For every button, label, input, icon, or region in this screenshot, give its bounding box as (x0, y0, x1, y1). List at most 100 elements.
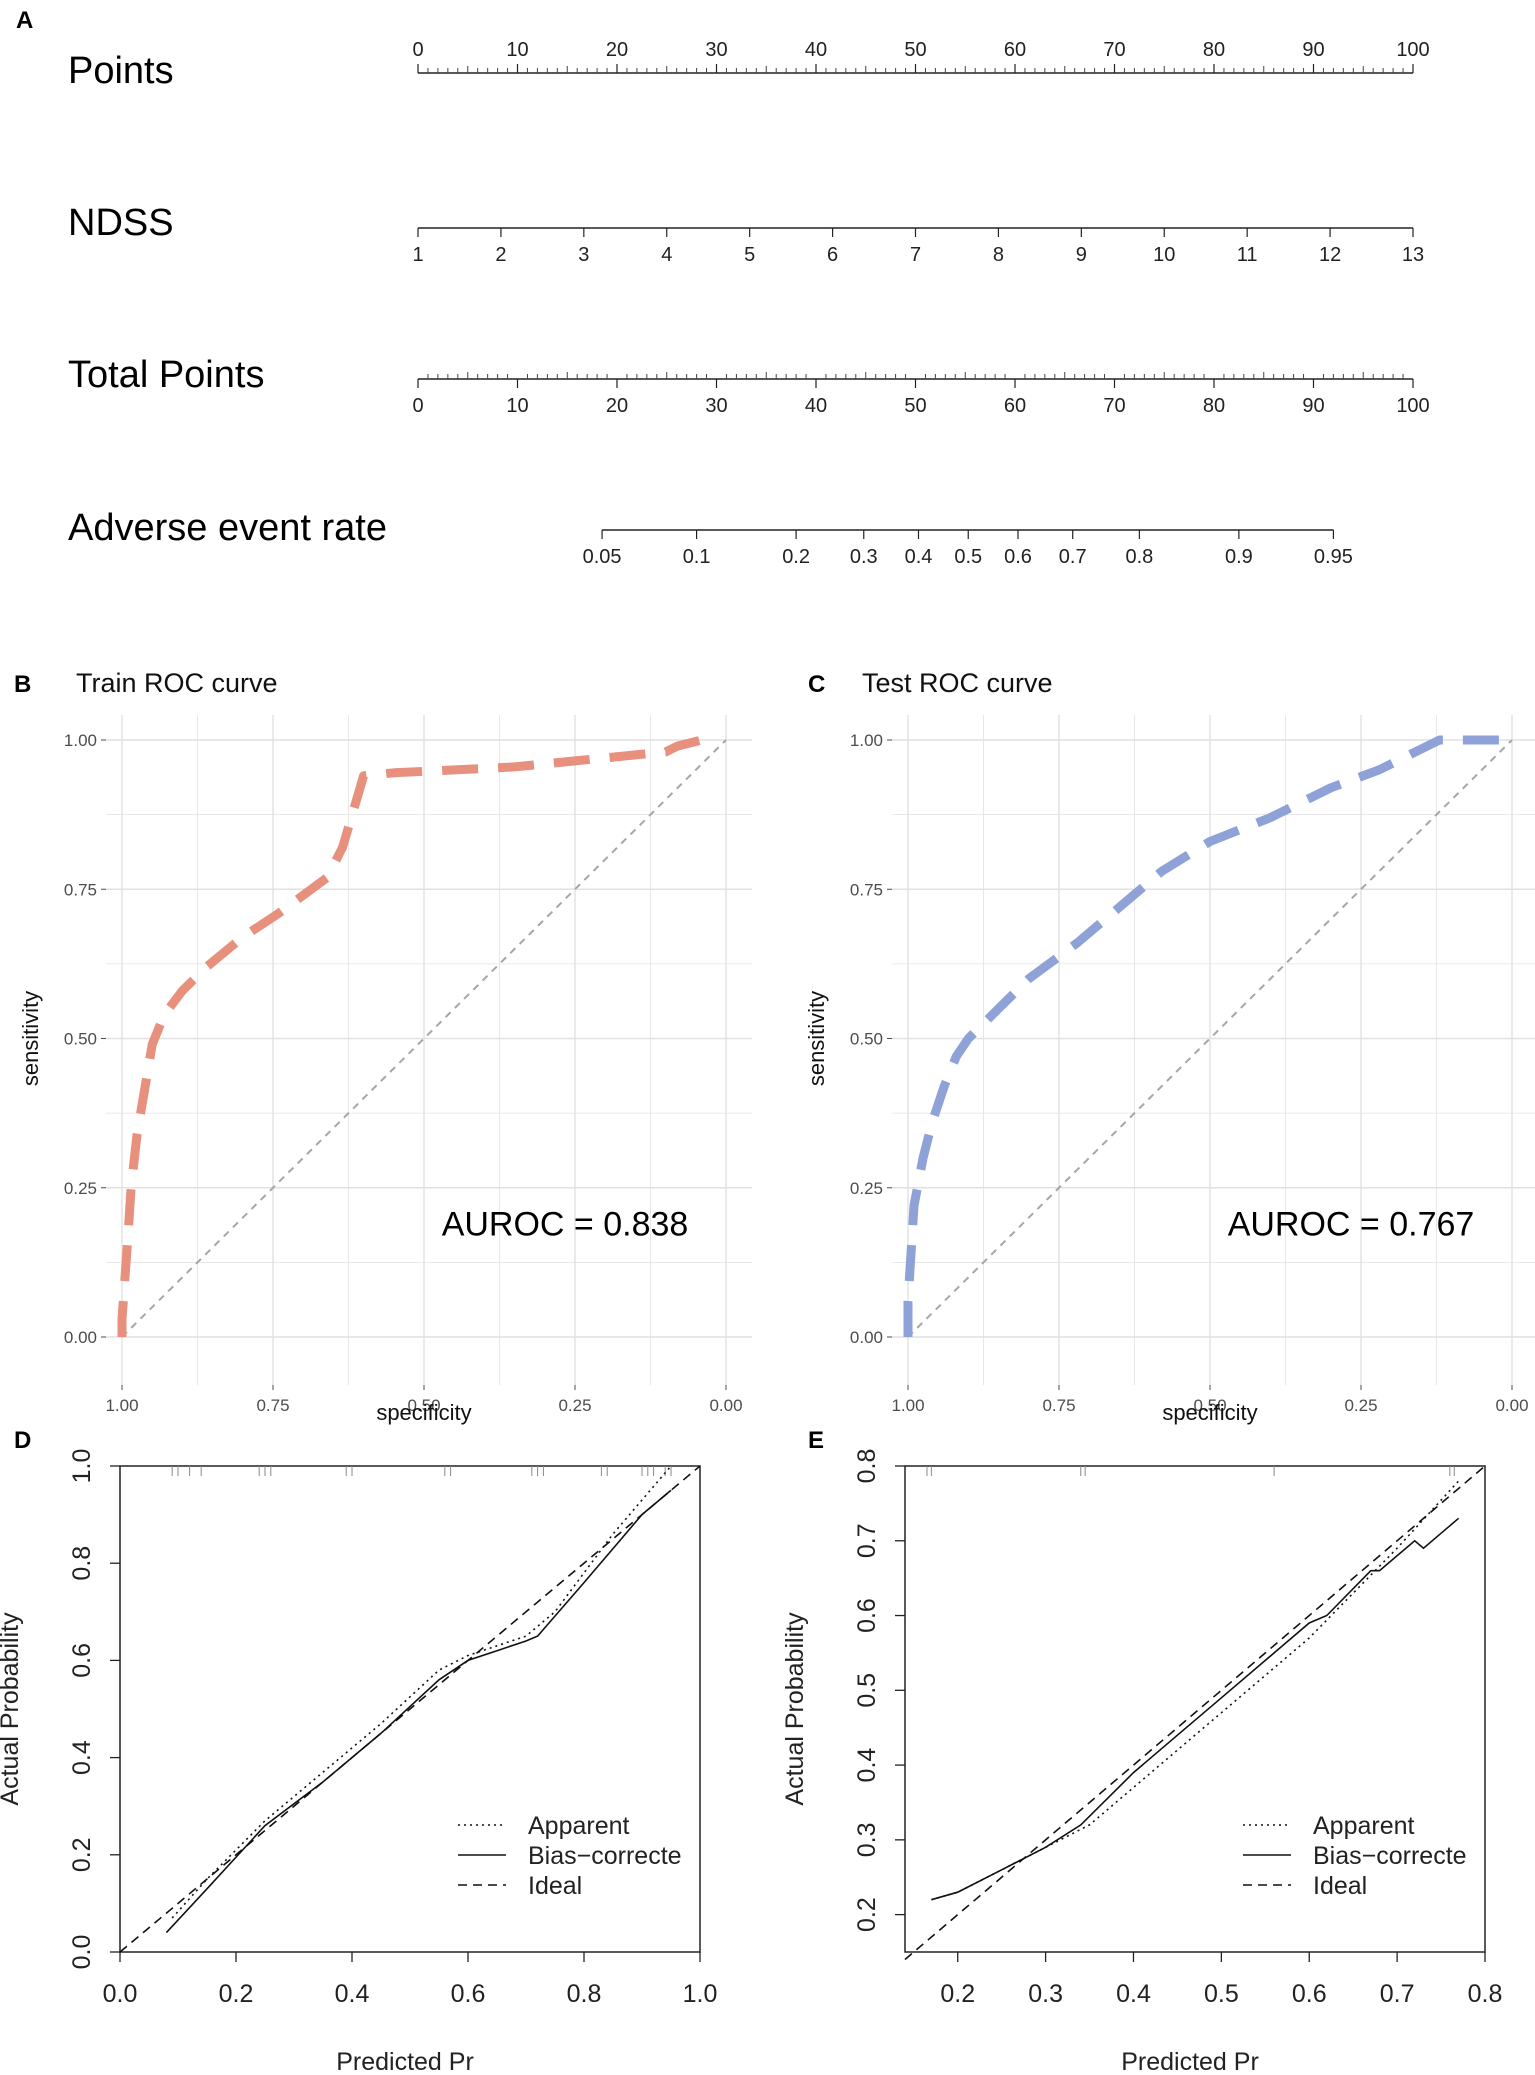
nomogram-tick-label: 60 (1004, 395, 1026, 417)
panel-letter-e: E (808, 1427, 824, 1454)
nomogram-tick-label: 80 (1203, 395, 1225, 417)
nomogram-tick-label: 0.95 (1314, 546, 1353, 568)
y-tick-label: 0.50 (850, 1030, 883, 1049)
nomogram-tick-label: 4 (661, 244, 672, 266)
y-tick-label: 1.00 (64, 731, 97, 750)
nomogram-tick-label: 80 (1203, 39, 1225, 61)
x-tick-label: 0.50 (1193, 1396, 1226, 1415)
nomogram-tick-label: 0.7 (1059, 546, 1087, 568)
nomogram-tick-label: 8 (993, 244, 1004, 266)
x-axis-label: Predicted Pr (336, 2048, 474, 2075)
nomogram-tick-label: 0.4 (905, 546, 933, 568)
x-tick-label: 0.75 (1042, 1396, 1075, 1415)
nomogram-tick-label: 0.9 (1225, 546, 1253, 568)
x-tick-label: 0.75 (256, 1396, 289, 1415)
y-tick-label: 0.8 (853, 1449, 881, 1484)
bias-corrected-curve (165, 1489, 672, 1934)
nomogram-row-ndss: NDSS 1 2 3 4 5 6 7 8 9 10 11 12 13 (68, 202, 1424, 266)
nomogram-tick-label: 20 (606, 39, 628, 61)
legend-label: Apparent (528, 1812, 630, 1840)
x-axis-label: specificity (376, 1400, 471, 1425)
nomogram-tick-label: 90 (1302, 39, 1324, 61)
y-tick-label: 0.0 (68, 1935, 96, 1970)
nomogram-row-adverse-event-rate: Adverse event rate 0.05 0.1 0.2 0.3 0.4 0.5 0.… (68, 507, 1353, 568)
x-tick-label: 0.5 (1204, 1980, 1239, 2008)
nomogram-tick-label: 70 (1103, 39, 1125, 61)
legend-label: Ideal (1313, 1872, 1367, 1900)
nomogram-tick-label: 10 (506, 39, 528, 61)
nomogram-tick-label: 100 (1396, 395, 1429, 417)
nomogram-tick-label: 13 (1402, 244, 1424, 266)
x-tick-label: 1.0 (683, 1980, 718, 2008)
x-tick-label: 0.4 (335, 1980, 370, 2008)
nomogram-tick-label: 7 (910, 244, 921, 266)
y-tick-label: 0.8 (68, 1546, 96, 1581)
y-axis-label: sensitivity (804, 991, 829, 1086)
nomogram-row-total-points: Total Points 0 10 20 30 40 50 60 70 80 90 100 (68, 354, 1430, 417)
nomogram-tick-label: 50 (904, 395, 926, 417)
nomogram-tick-label: 9 (1076, 244, 1087, 266)
nomogram-tick-label: 0.3 (850, 546, 878, 568)
nomogram-row-points: Points 0 10 20 30 40 50 60 70 80 90 100 (68, 39, 1430, 92)
nomogram-tick-label: 0.1 (683, 546, 711, 568)
nomogram-tick-label: 0.8 (1125, 546, 1153, 568)
nomogram-tick-label: 6 (827, 244, 838, 266)
nomogram-tick-label: 11 (1237, 244, 1258, 266)
nomogram-tick-label: 0.2 (782, 546, 810, 568)
legend-label: Ideal (528, 1872, 582, 1900)
y-tick-label: 0.4 (68, 1740, 96, 1775)
nomogram-tick-label: 0.5 (954, 546, 982, 568)
nomogram-tick-label: 100 (1396, 39, 1429, 61)
y-tick-label: 0.75 (850, 880, 883, 899)
x-tick-label: 0.8 (567, 1980, 602, 2008)
auroc-annotation: AUROC = 0.838 (442, 1206, 689, 1244)
nomogram-row-label: Adverse event rate (68, 507, 387, 549)
x-tick-label: 0.50 (407, 1396, 440, 1415)
nomogram-row-label: Total Points (68, 354, 264, 396)
nomogram-tick-label: 40 (805, 395, 827, 417)
x-tick-label: 0.0 (103, 1980, 138, 2008)
x-tick-label: 1.00 (105, 1396, 138, 1415)
calibration-panel-e: 0.2 0.3 0.4 0.5 0.6 0.7 0.8 0.2 0.3 0.4 0.5 0.6 0.7 0… (781, 1449, 1502, 2075)
y-tick-label: 0.00 (850, 1328, 883, 1347)
ideal-line (904, 1465, 1486, 1961)
roc-panel-train: Train ROC curve 1.00 0.75 0.50 0.25 0.00 0.00 0… (18, 668, 752, 1425)
x-tick-label: 1.00 (891, 1396, 924, 1415)
y-axis-label: Actual Probability (781, 1612, 809, 1806)
x-tick-label: 0.3 (1028, 1980, 1063, 2008)
y-tick-label: 0.25 (850, 1179, 883, 1198)
nomogram-tick-label: 3 (578, 244, 589, 266)
nomogram-tick-label: 12 (1319, 244, 1341, 266)
chance-diagonal (907, 739, 1513, 1338)
x-axis-label: specificity (1162, 1400, 1257, 1425)
chart-title: Test ROC curve (862, 668, 1053, 698)
nomogram-tick-label: 5 (744, 244, 755, 266)
y-tick-label: 0.6 (853, 1598, 881, 1633)
x-tick-label: 0.6 (451, 1980, 486, 2008)
nomogram-tick-label: 0 (412, 39, 423, 61)
x-tick-label: 0.2 (219, 1980, 254, 2008)
y-tick-label: 0.2 (853, 1897, 881, 1932)
nomogram-tick-label: 0.05 (583, 546, 622, 568)
x-tick-label: 0.00 (1495, 1396, 1528, 1415)
nomogram-tick-label: 30 (705, 39, 727, 61)
nomogram-tick-label: 0.6 (1004, 546, 1032, 568)
y-tick-label: 0.50 (64, 1030, 97, 1049)
panel-letter-d: D (14, 1427, 31, 1454)
x-tick-label: 0.25 (558, 1396, 591, 1415)
x-tick-label: 0.4 (1116, 1980, 1151, 2008)
y-tick-label: 0.00 (64, 1328, 97, 1347)
auroc-annotation: AUROC = 0.767 (1228, 1206, 1475, 1244)
y-tick-label: 0.25 (64, 1179, 97, 1198)
x-tick-label: 0.2 (940, 1980, 975, 2008)
y-tick-label: 0.4 (853, 1748, 881, 1783)
y-tick-label: 1.00 (850, 731, 883, 750)
ideal-line (119, 1465, 701, 1953)
nomogram-tick-label: 1 (412, 244, 423, 266)
x-axis-label: Predicted Pr (1121, 2048, 1259, 2075)
legend-label: Apparent (1313, 1812, 1415, 1840)
y-axis-label: sensitivity (18, 991, 43, 1086)
y-tick-label: 0.75 (64, 880, 97, 899)
nomogram-tick-label: 20 (606, 395, 628, 417)
